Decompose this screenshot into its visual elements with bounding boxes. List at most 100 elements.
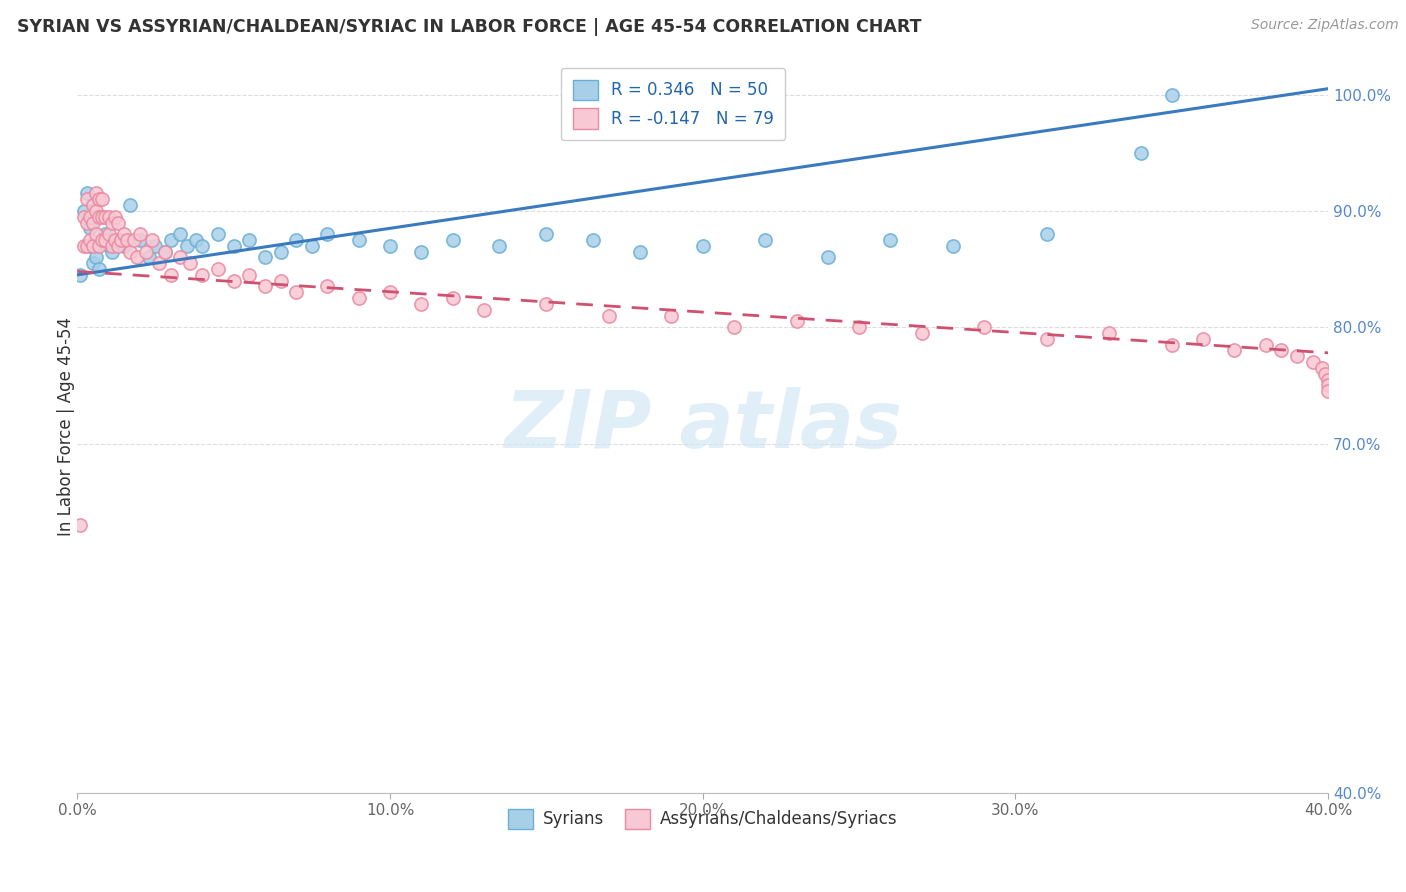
Point <box>207 227 229 241</box>
Point <box>301 239 323 253</box>
Point <box>169 251 191 265</box>
Point <box>84 239 107 253</box>
Point <box>97 210 120 224</box>
Point <box>191 239 214 253</box>
Point <box>378 239 401 253</box>
Point <box>100 239 122 253</box>
Text: SYRIAN VS ASSYRIAN/CHALDEAN/SYRIAC IN LABOR FORCE | AGE 45-54 CORRELATION CHART: SYRIAN VS ASSYRIAN/CHALDEAN/SYRIAC IN LA… <box>17 18 921 36</box>
Point <box>1313 367 1336 381</box>
Point <box>222 274 245 288</box>
Point <box>754 233 776 247</box>
Point <box>270 244 292 259</box>
Point <box>84 186 107 201</box>
Point <box>94 233 117 247</box>
Point <box>145 239 167 253</box>
Point <box>89 192 111 206</box>
Point <box>1035 332 1057 346</box>
Point <box>184 233 207 247</box>
Point <box>316 279 339 293</box>
Point <box>128 227 150 241</box>
Point <box>285 285 308 300</box>
Point <box>411 244 433 259</box>
Point <box>1285 349 1308 363</box>
Point <box>69 268 91 282</box>
Point <box>1035 227 1057 241</box>
Point <box>72 239 94 253</box>
Point <box>72 203 94 218</box>
Point <box>94 227 117 241</box>
Point <box>82 210 104 224</box>
Point <box>1160 87 1182 102</box>
Point <box>153 244 176 259</box>
Point <box>107 215 129 229</box>
Point <box>79 233 101 247</box>
Point <box>598 309 620 323</box>
Point <box>1317 373 1340 387</box>
Point <box>786 314 808 328</box>
Point <box>723 320 745 334</box>
Point <box>76 186 98 201</box>
Point <box>72 210 94 224</box>
Point <box>176 239 198 253</box>
Point <box>973 320 995 334</box>
Point <box>536 297 558 311</box>
Point <box>848 320 870 334</box>
Point <box>89 210 111 224</box>
Point <box>135 244 157 259</box>
Point <box>1317 378 1340 392</box>
Point <box>91 233 114 247</box>
Point <box>112 239 135 253</box>
Point <box>160 233 183 247</box>
Point <box>411 297 433 311</box>
Point <box>97 239 120 253</box>
Y-axis label: In Labor Force | Age 45-54: In Labor Force | Age 45-54 <box>58 317 75 535</box>
Point <box>316 227 339 241</box>
Point <box>628 244 651 259</box>
Text: Source: ZipAtlas.com: Source: ZipAtlas.com <box>1251 18 1399 32</box>
Point <box>79 239 101 253</box>
Point <box>222 239 245 253</box>
Point <box>1192 332 1215 346</box>
Point <box>879 233 901 247</box>
Point <box>441 233 464 247</box>
Point <box>110 233 132 247</box>
Point <box>76 192 98 206</box>
Point <box>238 233 260 247</box>
Point <box>104 210 127 224</box>
Point <box>160 268 183 282</box>
Point <box>238 268 260 282</box>
Point <box>1254 337 1277 351</box>
Point <box>141 233 163 247</box>
Point <box>120 244 142 259</box>
Point <box>89 239 111 253</box>
Point <box>82 198 104 212</box>
Point <box>79 221 101 235</box>
Point <box>347 291 370 305</box>
Point <box>76 215 98 229</box>
Point <box>285 233 308 247</box>
Point <box>207 262 229 277</box>
Point <box>536 227 558 241</box>
Point <box>169 227 191 241</box>
Point <box>441 291 464 305</box>
Point <box>1098 326 1121 340</box>
Point <box>82 239 104 253</box>
Point <box>107 233 129 247</box>
Point <box>100 244 122 259</box>
Point <box>84 227 107 241</box>
Point <box>270 274 292 288</box>
Point <box>104 233 127 247</box>
Point <box>100 215 122 229</box>
Point <box>1317 384 1340 399</box>
Point <box>488 239 510 253</box>
Point <box>1302 355 1324 369</box>
Point <box>472 302 495 317</box>
Point <box>91 233 114 247</box>
Point <box>1223 343 1246 358</box>
Point <box>179 256 201 270</box>
Point <box>128 233 150 247</box>
Point <box>82 256 104 270</box>
Point <box>107 239 129 253</box>
Point <box>661 309 683 323</box>
Point <box>1160 337 1182 351</box>
